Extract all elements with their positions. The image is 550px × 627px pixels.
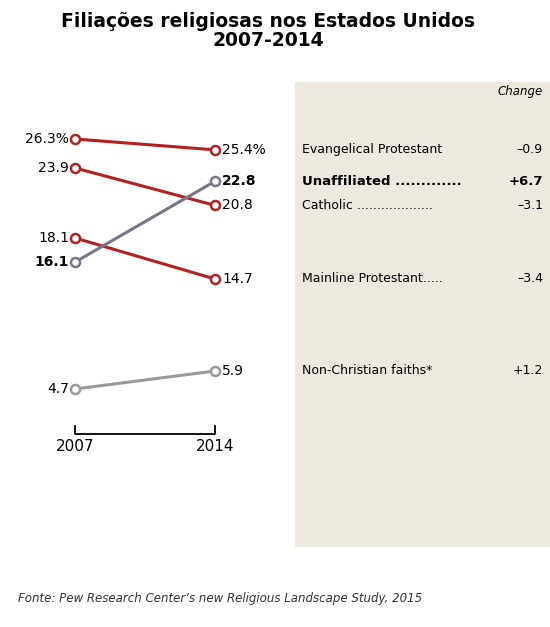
Text: 5.9: 5.9 (222, 364, 244, 378)
Text: Mainline Protestant.....: Mainline Protestant..... (302, 273, 443, 285)
Text: Change: Change (498, 85, 543, 98)
Text: 4.7: 4.7 (47, 382, 69, 396)
Text: Fonte: Pew Research Center’s new Religious Landscape Study, 2015: Fonte: Pew Research Center’s new Religio… (18, 592, 422, 605)
Text: 16.1: 16.1 (35, 255, 69, 269)
Text: 25.4%: 25.4% (222, 143, 266, 157)
Text: 22.8: 22.8 (222, 174, 256, 188)
Text: Unaffiliated .............: Unaffiliated ............. (302, 175, 462, 187)
Text: 20.8: 20.8 (222, 198, 253, 213)
Text: 26.3%: 26.3% (25, 132, 69, 146)
Text: Filiações religiosas nos Estados Unidos: Filiações religiosas nos Estados Unidos (61, 12, 475, 31)
Text: +1.2: +1.2 (513, 364, 543, 377)
FancyBboxPatch shape (295, 82, 550, 547)
Text: –3.4: –3.4 (517, 273, 543, 285)
Text: 14.7: 14.7 (222, 272, 253, 286)
Text: 23.9: 23.9 (39, 161, 69, 175)
Text: Non-Christian faiths*: Non-Christian faiths* (302, 364, 432, 377)
Text: –3.1: –3.1 (517, 199, 543, 212)
Text: 2007-2014: 2007-2014 (212, 31, 324, 50)
Text: 2007: 2007 (56, 439, 94, 454)
Text: –0.9: –0.9 (517, 144, 543, 156)
Text: +6.7: +6.7 (509, 175, 543, 187)
Text: Catholic ...................: Catholic ................... (302, 199, 433, 212)
Text: 2014: 2014 (196, 439, 234, 454)
Text: 18.1: 18.1 (38, 231, 69, 245)
Text: Evangelical Protestant: Evangelical Protestant (302, 144, 442, 156)
